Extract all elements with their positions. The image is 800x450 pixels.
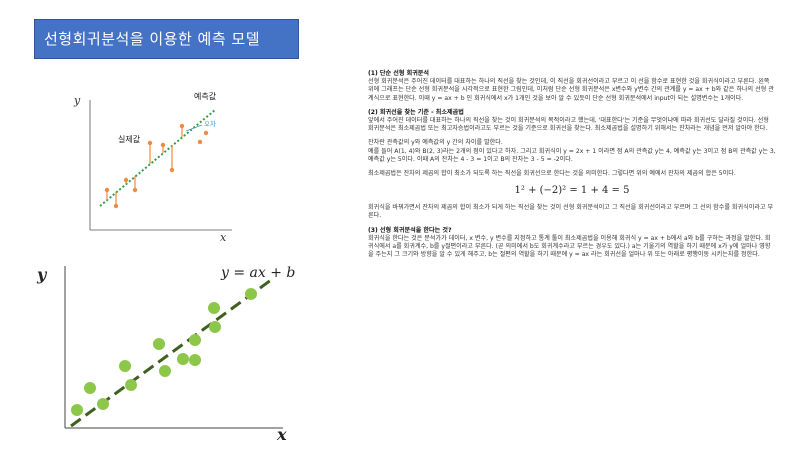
observed-points [104,123,209,209]
data-point [189,354,201,366]
data-point [189,334,201,346]
fit-equation: y = ax + b [220,265,295,281]
section3-heading: (3) 선형 회귀분석을 한다는 것? [368,226,452,234]
predicted-label: 예측값 [194,91,217,101]
data-point [104,187,110,193]
section3-body: 회귀식을 한다는 것은 분석가가 데이터, x 변수, y 변수를 지정하고 통… [368,234,771,259]
data-point [203,130,209,136]
error-arrow [185,124,203,132]
data-point [119,360,131,372]
scatter-points [71,288,257,416]
data-point [177,353,189,365]
data-point [125,379,137,391]
error-label: 오차 [204,119,216,128]
section2-body4: 최소제곱법은 잔차의 제곱의 합이 최소가 되도록 하는 직선을 회귀선으로 한… [368,170,736,178]
data-point [84,382,96,394]
scatter-fit-figure: y x y = ax + b [36,265,295,444]
section2-body1: 앞에서 주어진 데이터를 대표하는 하나의 직선을 찾는 것이 회귀분석의 목적… [368,117,769,133]
data-point [245,288,257,300]
section2-body5: 회귀식을 바꿔가면서 잔차의 제곱의 합이 최소가 되게 하는 직선을 찾는 것… [368,204,774,220]
data-point [113,203,119,209]
explanation-text: (1) 단순 선형 회귀분석 선형 회귀분석은 주어진 데이터를 대표하는 하나… [368,70,776,265]
section2-body3: 예를 들어 A(1, 4)와 B(2, 3)라는 2개의 점이 있다고 하자. … [368,147,776,163]
section2-heading: (2) 회귀선을 찾는 기준 - 최소제곱법 [368,108,464,116]
data-point [159,365,171,377]
data-point [132,187,138,193]
fig1-x-label: x [220,231,227,244]
data-point [179,123,185,129]
data-point [147,140,153,146]
data-point [209,321,221,333]
data-point [153,338,165,350]
regression-residual-figure: y x 오차 예측값 실제값 [73,91,232,244]
regression-line [99,109,216,207]
data-point [160,142,166,148]
data-point [169,167,175,173]
section2-body2: 잔차란 관측값의 y와 예측값의 y 간의 차이를 말한다. [368,139,503,147]
actual-label: 실제값 [118,134,141,144]
fig2-x-label: x [276,425,287,444]
data-point [97,398,109,410]
slide-title: 선형회귀분석을 이용한 예측 모델 [34,19,299,59]
section1-heading: (1) 단순 선형 회귀분석 [368,70,430,77]
fig2-y-label: y [36,265,48,284]
data-point [123,177,129,183]
section1-body: 선형 회귀분석은 주어진 데이터를 대표하는 하나의 직선을 찾는 것인데, 이… [368,78,774,102]
data-point [208,302,220,314]
data-point [197,139,203,145]
sum-of-squares-equation: 1² + (−2)² = 1 + 4 = 5 [514,185,630,197]
data-point [71,404,83,416]
fig1-y-label: y [73,94,81,107]
